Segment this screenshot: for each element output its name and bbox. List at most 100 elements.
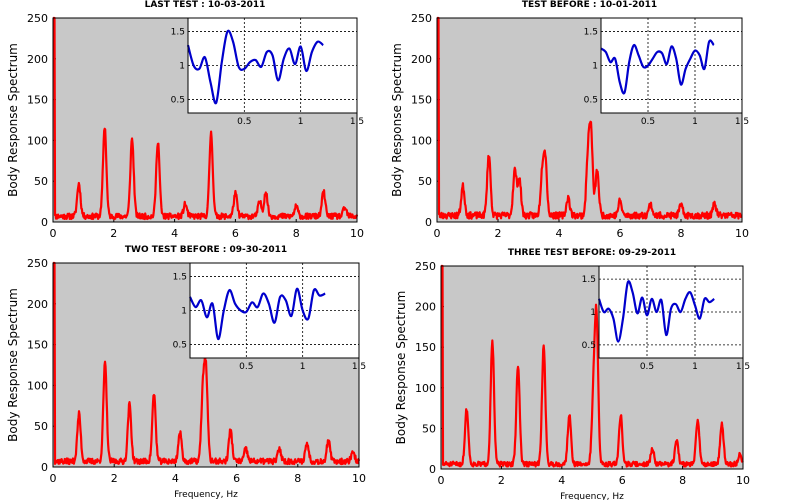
inset-x-tick-label: 1 bbox=[692, 362, 698, 372]
x-tick-label: 0 bbox=[434, 227, 441, 240]
x-tick-label: 4 bbox=[172, 472, 179, 485]
y-tick-label: 0 bbox=[429, 463, 436, 476]
y-tick-label: 250 bbox=[415, 260, 436, 273]
inset-plot: 0.5 1 1.5 0.5 1 1.5 bbox=[584, 17, 749, 127]
x-tick-label: 10 bbox=[735, 227, 749, 240]
y-axis-label: Body Response Spectrum bbox=[394, 291, 408, 445]
inset-frame bbox=[189, 262, 360, 359]
x-tick-label: 8 bbox=[678, 227, 685, 240]
inset-y-tick-label: 1 bbox=[592, 62, 598, 72]
x-tick-label: 4 bbox=[556, 227, 563, 240]
y-axis-label: Body Response Spectrum bbox=[390, 43, 404, 197]
spectrum-line bbox=[440, 264, 744, 468]
chart-title: THREE TEST BEFORE: 09-29-2011 bbox=[508, 248, 676, 258]
inset-x-tick-label: 1 bbox=[300, 362, 306, 372]
y-tick-label: 0 bbox=[41, 216, 48, 229]
inset-y-tick-label: 0.5 bbox=[584, 95, 598, 105]
spectrum-line bbox=[52, 261, 361, 466]
x-axis-label: Frequency, Hz bbox=[174, 490, 238, 500]
x-tick-label: 6 bbox=[619, 474, 626, 487]
x-tick-label: 6 bbox=[233, 472, 240, 485]
inset-x-tick-label: 1.5 bbox=[736, 362, 750, 372]
axes-frame bbox=[436, 17, 743, 223]
y-tick-label: 50 bbox=[34, 175, 48, 188]
y-tick-label: 150 bbox=[411, 94, 432, 107]
inset-curve bbox=[600, 39, 715, 95]
inset-y-tick-label: 1 bbox=[179, 62, 185, 72]
x-tick-label: 10 bbox=[352, 472, 366, 485]
chart-title: TEST BEFORE : 10-01-2011 bbox=[522, 0, 657, 10]
inset-y-tick-label: 1 bbox=[181, 307, 187, 317]
y-tick-label: 200 bbox=[411, 53, 432, 66]
x-tick-label: 8 bbox=[293, 227, 300, 240]
inset-x-tick-label: 0.5 bbox=[239, 362, 253, 372]
x-tick-label: 0 bbox=[50, 227, 57, 240]
inset-frame bbox=[187, 17, 358, 114]
inset-x-tick-label: 0.5 bbox=[640, 362, 654, 372]
inset-x-tick-label: 1 bbox=[298, 117, 304, 127]
inset-curve bbox=[597, 280, 715, 343]
inset-y-tick-label: 1.5 bbox=[584, 28, 598, 38]
x-tick-label: 0 bbox=[438, 474, 445, 487]
inset-y-tick-label: 1.5 bbox=[582, 275, 596, 285]
y-tick-label: 100 bbox=[27, 379, 48, 392]
subplot-3: TWO TEST BEFORE : 09-30-2011 Body Respons… bbox=[6, 245, 366, 500]
inset-y-tick-label: 1.5 bbox=[173, 273, 187, 283]
inset-plot: 0.5 1 1.5 0.5 1 1.5 bbox=[171, 17, 364, 127]
y-tick-label: 50 bbox=[418, 175, 432, 188]
inset-x-tick-label: 1.5 bbox=[350, 117, 364, 127]
spectrum-line bbox=[52, 16, 359, 221]
x-tick-label: 8 bbox=[294, 472, 301, 485]
y-tick-label: 0 bbox=[41, 461, 48, 474]
y-tick-label: 250 bbox=[27, 12, 48, 25]
subplot-1: LAST TEST : 10-03-2011 Body Response Spec… bbox=[6, 0, 364, 240]
inset-x-tick-label: 0.5 bbox=[237, 117, 251, 127]
inset-x-tick-label: 1.5 bbox=[352, 362, 366, 372]
y-tick-label: 150 bbox=[415, 341, 436, 354]
x-tick-label: 8 bbox=[679, 474, 686, 487]
inset-frame bbox=[600, 17, 743, 114]
x-tick-label: 2 bbox=[110, 227, 117, 240]
subplot-4: THREE TEST BEFORE: 09-29-2011 Body Respon… bbox=[394, 248, 750, 500]
y-tick-label: 250 bbox=[27, 257, 48, 270]
axes-frame bbox=[440, 265, 744, 470]
inset-x-tick-label: 1.5 bbox=[735, 117, 749, 127]
inset-x-tick-label: 0.5 bbox=[641, 117, 655, 127]
inset-y-tick-label: 1.5 bbox=[171, 28, 185, 38]
y-tick-label: 100 bbox=[27, 134, 48, 147]
y-axis-label: Body Response Spectrum bbox=[6, 288, 20, 442]
y-tick-label: 150 bbox=[27, 339, 48, 352]
y-tick-label: 200 bbox=[27, 298, 48, 311]
y-tick-label: 100 bbox=[411, 134, 432, 147]
y-axis-label: Body Response Spectrum bbox=[6, 43, 20, 197]
x-tick-label: 10 bbox=[736, 474, 750, 487]
x-tick-label: 4 bbox=[171, 227, 178, 240]
inset-plot: 0.5 1 1.5 0.5 1 1.5 bbox=[582, 265, 750, 372]
x-tick-label: 6 bbox=[232, 227, 239, 240]
inset-frame bbox=[598, 265, 744, 359]
inset-y-tick-label: 1 bbox=[590, 308, 596, 318]
y-tick-label: 150 bbox=[27, 94, 48, 107]
x-tick-label: 4 bbox=[558, 474, 565, 487]
y-tick-label: 100 bbox=[415, 382, 436, 395]
chart-title: LAST TEST : 10-03-2011 bbox=[145, 0, 266, 10]
inset-curve bbox=[186, 29, 324, 105]
inset-curve bbox=[189, 287, 326, 341]
x-tick-label: 6 bbox=[617, 227, 624, 240]
y-tick-label: 200 bbox=[415, 301, 436, 314]
inset-x-tick-label: 1 bbox=[692, 117, 698, 127]
inset-y-tick-label: 0.5 bbox=[582, 341, 596, 351]
inset-y-tick-label: 0.5 bbox=[173, 340, 187, 350]
chart-title: TWO TEST BEFORE : 09-30-2011 bbox=[125, 245, 287, 255]
y-tick-label: 50 bbox=[422, 422, 436, 435]
y-tick-label: 50 bbox=[34, 420, 48, 433]
y-tick-label: 200 bbox=[27, 53, 48, 66]
spectrum-line bbox=[436, 16, 743, 220]
x-tick-label: 2 bbox=[495, 227, 502, 240]
subplot-2: TEST BEFORE : 10-01-2011 Body Response Sp… bbox=[390, 0, 749, 240]
x-tick-label: 2 bbox=[111, 472, 118, 485]
x-tick-label: 10 bbox=[350, 227, 364, 240]
x-tick-label: 2 bbox=[498, 474, 505, 487]
inset-y-tick-label: 0.5 bbox=[171, 95, 185, 105]
